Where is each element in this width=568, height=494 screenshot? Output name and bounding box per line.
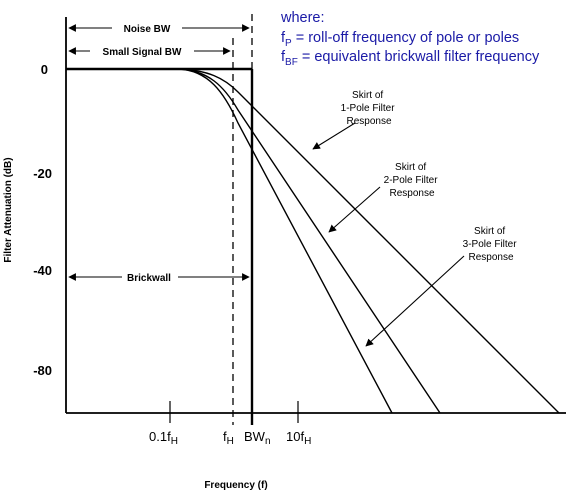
pole3-annotation: Skirt of 3-Pole Filter Response [463, 226, 520, 263]
brickwall-label: Brickwall [127, 273, 171, 284]
small-signal-bw-label: Small Signal BW [103, 47, 182, 58]
pole1-annotation-arrow [312, 122, 356, 150]
y-tick-0: 0 [41, 62, 48, 77]
y-tick-minus80: -80 [33, 363, 52, 378]
pole2-response-curve [177, 68, 441, 414]
legend-line-fbf: fBF = equivalent brickwall filter freque… [281, 49, 540, 68]
x-tick-bwn: BWn [244, 429, 271, 447]
pole3-annotation-arrow [365, 255, 465, 347]
y-tick-minus20: -20 [33, 166, 52, 181]
pole3-response-curve [177, 68, 393, 414]
x-tick-fh: fH [223, 429, 234, 447]
noise-bw-label: Noise BW [124, 24, 171, 35]
legend-heading: where: [280, 10, 325, 26]
x-axis-title: Frequency (f) [204, 480, 267, 491]
x-tick-10fh: 10fH [286, 429, 311, 447]
y-tick-minus40: -40 [33, 263, 52, 278]
x-tick-0.1fh: 0.1fH [149, 429, 178, 447]
pole2-annotation: Skirt of 2-Pole Filter Response [384, 162, 441, 199]
y-axis-title: Filter Attenuation (dB) [3, 157, 14, 262]
pole1-annotation: Skirt of 1-Pole Filter Response [341, 90, 398, 127]
pole2-annotation-arrow [328, 186, 381, 233]
legend-line-fp: fP = roll-off frequency of pole or poles [281, 30, 519, 49]
